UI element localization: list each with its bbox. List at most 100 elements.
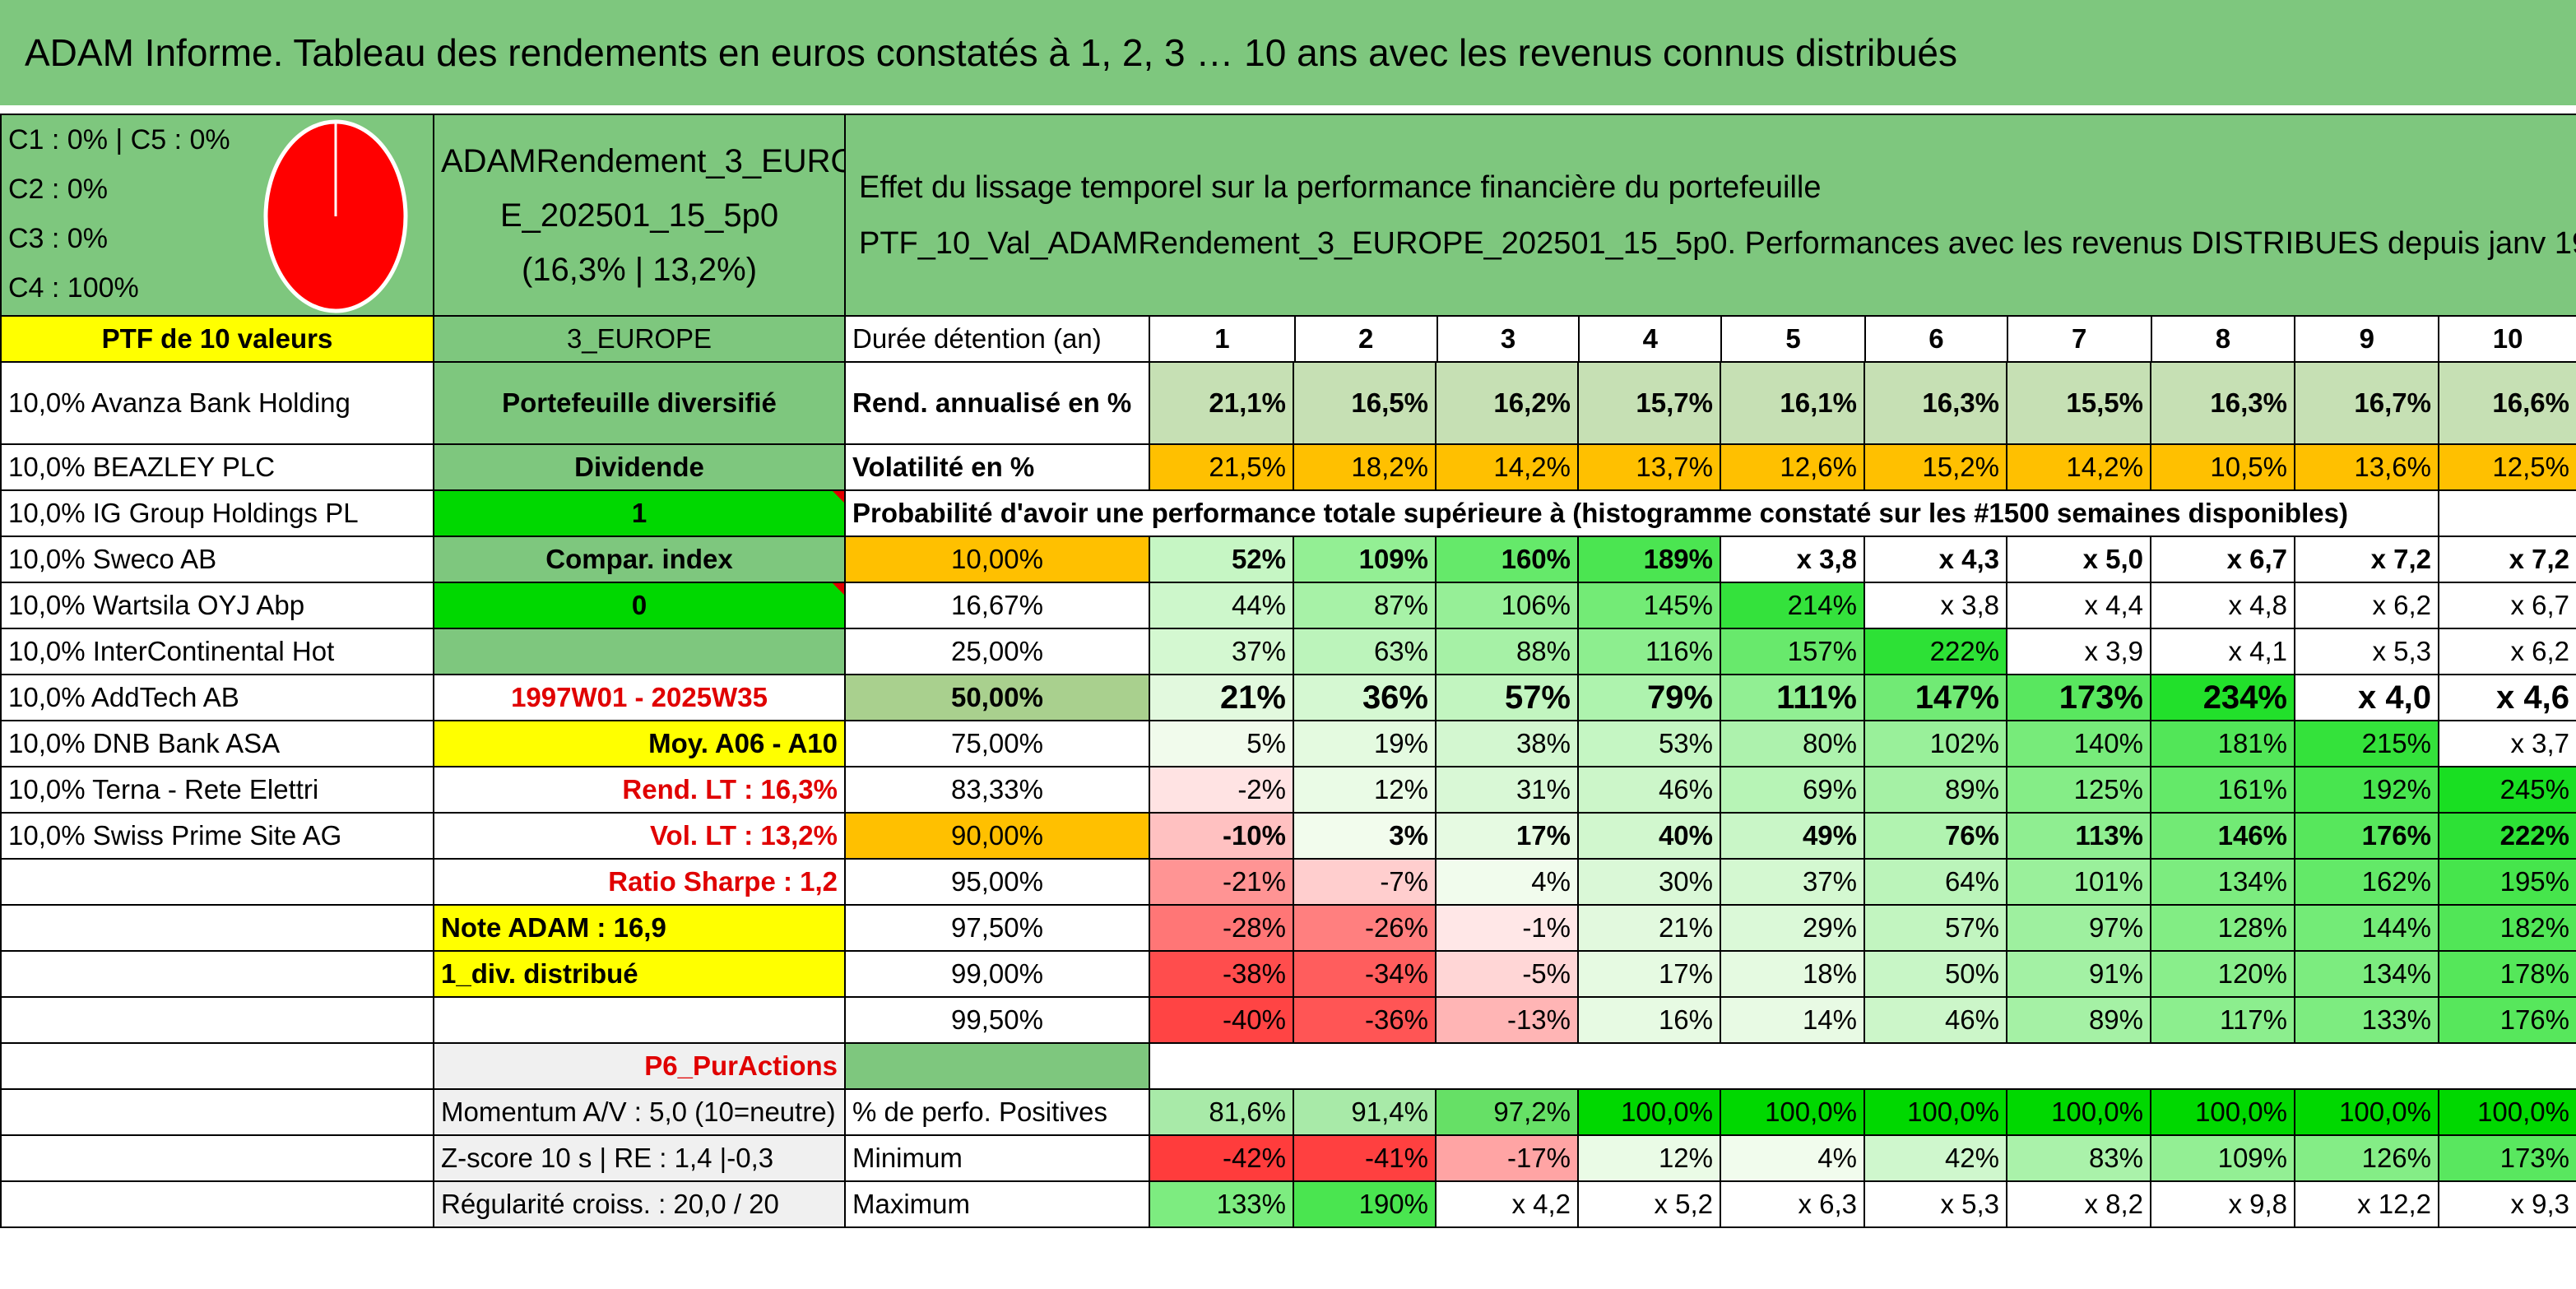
prob-value: 46% [1864, 996, 2007, 1044]
prob-value: -21% [1149, 858, 1294, 906]
prob-value: 21% [1577, 904, 1721, 952]
empty-holding [0, 1180, 434, 1228]
maximum-value: x 12,2 [2294, 1180, 2439, 1228]
prob-value: x 4,4 [2006, 582, 2151, 629]
prob-value: 29% [1720, 904, 1865, 952]
vol-value: 18,2% [1293, 443, 1437, 491]
prob-value: 222% [1864, 628, 2007, 675]
prob-value: 3% [1293, 812, 1437, 860]
prob-value: 50% [1864, 950, 2007, 998]
year-header-5: 5 [1720, 318, 1864, 360]
prob-value: -36% [1293, 996, 1437, 1044]
report-title: ADAM Informe. Tableau des rendements en … [0, 0, 2576, 105]
positives-value: 97,2% [1435, 1088, 1579, 1136]
prob-value: x 4,6 [2438, 674, 2576, 721]
holding-1: 10,0% Avanza Bank Holding [0, 361, 434, 445]
prob-value: 192% [2294, 766, 2439, 814]
prob-value: x 4,8 [2150, 582, 2295, 629]
prob-threshold: 95,00% [844, 858, 1150, 906]
prob-value: 17% [1435, 812, 1579, 860]
holding-9: 10,0% Terna - Rete Elettri [0, 766, 434, 814]
prob-value: 30% [1577, 858, 1721, 906]
prob-value: 53% [1577, 720, 1721, 767]
empty-holding [0, 950, 434, 998]
year-header-10: 10 [2438, 318, 2575, 360]
empty-cell [2438, 489, 2576, 537]
prob-value: 36% [1293, 674, 1437, 721]
prob-threshold: 99,50% [844, 996, 1150, 1044]
year-header-4: 4 [1578, 318, 1720, 360]
momentum-label: Momentum A/V : 5,0 (10=neutre) [433, 1088, 846, 1136]
prob-value: -10% [1149, 812, 1294, 860]
prob-value: 178% [2438, 950, 2576, 998]
regularite-label: Régularité croiss. : 20,0 / 20 [433, 1180, 846, 1228]
vol-label: Volatilité en % [844, 443, 1150, 491]
prob-value: x 4,0 [2294, 674, 2439, 721]
maximum-value: x 9,3 [2438, 1180, 2576, 1228]
maximum-value: x 8,2 [2006, 1180, 2151, 1228]
prob-value: 64% [1864, 858, 2007, 906]
prob-value: 19% [1293, 720, 1437, 767]
p6-label: P6_PurActions [433, 1042, 846, 1090]
effect-title-line1: Effet du lissage temporel sur la perform… [859, 169, 1822, 205]
prob-value: 38% [1435, 720, 1579, 767]
prob-value: x 3,8 [1720, 536, 1865, 583]
holding-2: 10,0% BEAZLEY PLC [0, 443, 434, 491]
year-header-7: 7 [2006, 318, 2151, 360]
prob-value: 31% [1435, 766, 1579, 814]
maximum-value: x 9,8 [2150, 1180, 2295, 1228]
region-label: 3_EUROPE [433, 315, 846, 363]
prob-value: 57% [1435, 674, 1579, 721]
prob-value: 76% [1864, 812, 2007, 860]
prob-value: x 7,2 [2438, 536, 2576, 583]
minimum-value: 109% [2150, 1134, 2295, 1182]
maximum-value: 133% [1149, 1180, 1294, 1228]
prob-value: 16% [1577, 996, 1721, 1044]
maximum-value: x 5,2 [1577, 1180, 1721, 1228]
holding-6: 10,0% InterContinental Hot [0, 628, 434, 675]
legend-cell: C1 : 0% | C5 : 0% C2 : 0% C3 : 0% C4 : 1… [0, 114, 434, 317]
rend-value: 21,1% [1149, 361, 1294, 445]
prob-value: x 6,2 [2438, 628, 2576, 675]
minimum-value: -17% [1435, 1134, 1579, 1182]
rend-value: 16,7% [2294, 361, 2439, 445]
prob-value: 106% [1435, 582, 1579, 629]
prob-value: 91% [2006, 950, 2151, 998]
prob-value: x 4,1 [2150, 628, 2295, 675]
holding-7: 10,0% AddTech AB [0, 674, 434, 721]
duration-label: Durée détention (an) [844, 315, 1150, 363]
prob-threshold: 99,00% [844, 950, 1150, 998]
legend-c4: C4 : 100% [8, 272, 139, 304]
prob-value: 111% [1720, 674, 1865, 721]
prob-value: -2% [1149, 766, 1294, 814]
prob-value: 157% [1720, 628, 1865, 675]
prob-value: 214% [1720, 582, 1865, 629]
prob-value: 4% [1435, 858, 1579, 906]
moy-label: Moy. A06 - A10 [433, 720, 846, 767]
prob-value: 117% [2150, 996, 2295, 1044]
prob-value: 101% [2006, 858, 2151, 906]
prob-value: 144% [2294, 904, 2439, 952]
maximum-value: x 6,3 [1720, 1180, 1865, 1228]
maximum-value: 190% [1293, 1180, 1437, 1228]
ptf-label: PTF de 10 valeurs [0, 315, 434, 363]
vol-value: 14,2% [1435, 443, 1579, 491]
positives-value: 100,0% [2438, 1088, 2576, 1136]
prob-value: 176% [2294, 812, 2439, 860]
prob-value: -26% [1293, 904, 1437, 952]
prob-value: x 3,9 [2006, 628, 2151, 675]
prob-value: 146% [2150, 812, 2295, 860]
portfolio-name-line2: E_202501_15_5p0 [499, 197, 779, 234]
prob-value: x 4,3 [1864, 536, 2007, 583]
prob-value: 128% [2150, 904, 2295, 952]
positives-label: % de perfo. Positives [844, 1088, 1150, 1136]
vol-value: 12,5% [2438, 443, 2576, 491]
dividend-label: Dividende [433, 443, 846, 491]
prob-value: 80% [1720, 720, 1865, 767]
vol-value: 10,5% [2150, 443, 2295, 491]
prob-value: 17% [1577, 950, 1721, 998]
prob-value: 181% [2150, 720, 2295, 767]
year-header-2: 2 [1293, 318, 1437, 360]
minimum-value: 83% [2006, 1134, 2151, 1182]
note-label: Note ADAM : 16,9 [433, 904, 846, 952]
